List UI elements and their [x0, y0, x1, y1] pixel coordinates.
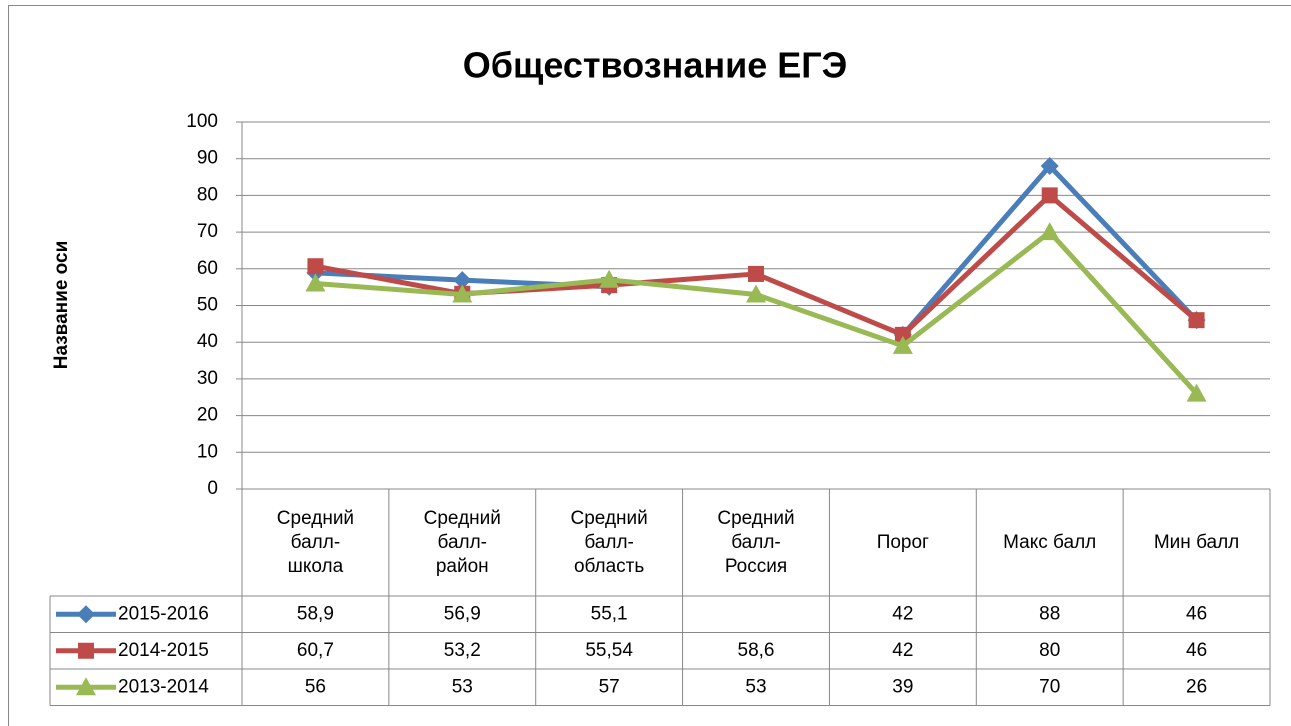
marker	[1188, 312, 1205, 329]
x-tick-label-box: Порог	[829, 489, 976, 596]
table-value: 53	[745, 676, 766, 697]
chart-border	[8, 5, 1291, 726]
legend-label: 2015-2016	[118, 603, 209, 624]
y-tick-label: 60	[197, 258, 218, 279]
y-axis-title: Название оси	[51, 241, 72, 370]
table-value: 55,54	[585, 640, 633, 661]
x-tick-label-wrap: Средний балл-область	[536, 489, 683, 596]
series-line	[315, 229, 1199, 396]
marker	[1040, 157, 1059, 176]
y-tick-label: 0	[207, 478, 218, 499]
y-tick-label: 90	[197, 148, 218, 169]
series	[307, 187, 1205, 343]
y-tick-label: 70	[197, 221, 218, 242]
x-tick-label-wrap: Средний балл-район	[389, 489, 536, 596]
table-value: 46	[1186, 640, 1207, 661]
x-tick-label: Средний балл-Россия	[717, 507, 795, 577]
table-value: 46	[1186, 603, 1207, 624]
x-tick-label: Мин балл	[1153, 531, 1240, 553]
x-tick-label-box: Средний балл-Россия	[683, 489, 830, 596]
table-value: 26	[1186, 676, 1207, 697]
x-tick-label: Средний балл-область	[570, 507, 648, 577]
marker	[305, 273, 326, 292]
x-tick-label-box: Средний балл-район	[389, 489, 536, 596]
y-tick-label: 50	[197, 295, 218, 316]
legend-label: 2014-2015	[118, 640, 209, 661]
table-value: 56,9	[444, 603, 481, 624]
table-value: 60,7	[297, 640, 334, 661]
table-value: 56	[305, 676, 326, 697]
x-tick-label-wrap: Мин балл	[1123, 489, 1270, 596]
marker	[1041, 187, 1058, 204]
marker	[892, 335, 913, 354]
table-value: 42	[892, 640, 913, 661]
marker	[453, 271, 472, 290]
table-value: 39	[892, 676, 913, 697]
table-value: 55,1	[591, 603, 628, 624]
marker	[748, 265, 764, 282]
y-tick-label: 100	[186, 111, 218, 132]
x-tick-label-wrap: Макс балл	[976, 489, 1123, 596]
x-tick-label-box: Средний балл-область	[536, 489, 683, 596]
marker	[599, 269, 620, 288]
y-tick-label: 20	[197, 405, 218, 426]
y-tick-label: 80	[197, 184, 218, 205]
table-value: 58,9	[297, 603, 334, 624]
table-value: 80	[1039, 640, 1060, 661]
series	[305, 222, 1207, 402]
table-value: 42	[892, 603, 913, 624]
marker	[307, 258, 324, 275]
series	[306, 157, 1206, 344]
marker	[1186, 383, 1207, 402]
marker	[76, 677, 96, 696]
x-tick-label-wrap: Порог	[829, 489, 976, 596]
table-value: 70	[1039, 676, 1060, 697]
marker	[78, 642, 94, 659]
x-tick-label-box: Средний балл-школа	[242, 489, 389, 596]
y-tick-label: 10	[197, 441, 218, 462]
marker	[1039, 222, 1060, 241]
x-tick-label-box: Макс балл	[976, 489, 1123, 596]
x-tick-label: Порог	[876, 531, 929, 553]
y-tick-label: 40	[197, 331, 218, 352]
x-tick-label-wrap: Средний балл-школа	[242, 489, 389, 596]
x-tick-label-wrap: Средний балл-Россия	[683, 489, 830, 596]
table-value: 88	[1039, 603, 1060, 624]
chart-title: Обществознание ЕГЭ	[463, 45, 848, 86]
marker	[452, 284, 473, 303]
x-tick-label: Средний балл-школа	[276, 507, 355, 577]
x-tick-label: Средний балл-район	[423, 507, 501, 577]
y-tick-label: 30	[197, 368, 218, 389]
table-value: 58,6	[738, 640, 775, 661]
table-value: 57	[599, 676, 620, 697]
legend-label: 2013-2014	[118, 676, 209, 697]
x-tick-label: Макс балл	[1003, 531, 1097, 553]
x-tick-label-box: Мин балл	[1123, 489, 1270, 596]
marker	[77, 605, 95, 624]
series-line	[314, 192, 1199, 338]
table-value: 53	[452, 676, 473, 697]
table-value: 53,2	[444, 640, 481, 661]
marker	[746, 284, 766, 303]
marker	[894, 326, 911, 343]
